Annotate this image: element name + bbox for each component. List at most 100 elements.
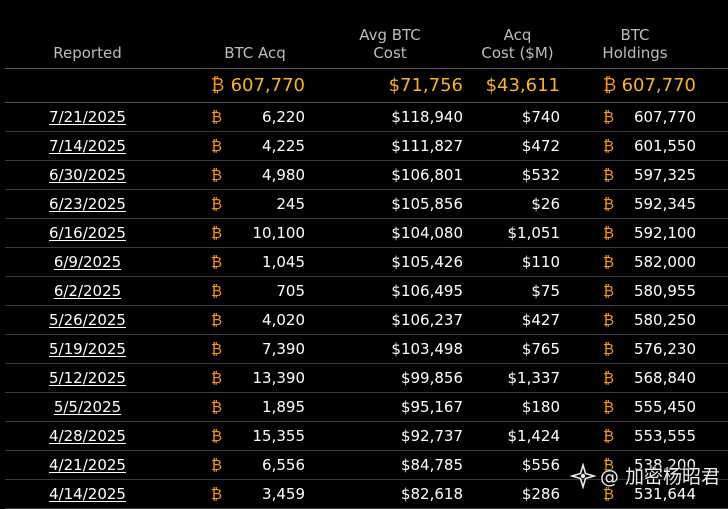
table-row: 5/12/2025 ₿ 13,390 $99,856 $1,337 ₿ 568,… (5, 364, 728, 393)
table-row: 6/30/2025 ₿ 4,980 $106,801 $532 ₿ 597,32… (5, 161, 728, 190)
total-btc-holdings: 607,770 (621, 75, 696, 96)
table-row: 6/2/2025 ₿ 705 $106,495 $75 ₿ 580,955 (5, 277, 728, 306)
table-row: 4/21/2025 ₿ 6,556 $84,785 $556 ₿ 538,200 (5, 451, 728, 480)
bitcoin-icon: ₿ (211, 108, 223, 126)
avg-btc-cost-value: $104,080 (391, 224, 463, 242)
header-btc-acq[interactable]: BTC Acq (224, 44, 286, 62)
header-avg-btc-cost[interactable]: Avg BTC Cost (359, 26, 421, 62)
bitcoin-icon: ₿ (211, 398, 223, 416)
avg-btc-cost-value: $105,426 (391, 253, 463, 271)
btc-holdings-value: 607,770 (633, 108, 696, 126)
avg-btc-cost-value: $103,498 (391, 340, 463, 358)
avg-btc-cost-value: $111,827 (391, 137, 463, 155)
bitcoin-icon: ₿ (603, 282, 615, 300)
btc-acq-value: 4,980 (262, 166, 305, 184)
reported-date-link[interactable]: 5/19/2025 (49, 340, 126, 358)
table-row: 7/21/2025 ₿ 6,220 $118,940 $740 ₿ 607,77… (5, 103, 728, 132)
btc-acq-value: 3,459 (262, 485, 305, 503)
btc-acq-value: 15,355 (252, 427, 306, 445)
btc-holdings-value: 592,100 (633, 224, 696, 242)
bitcoin-icon: ₿ (603, 427, 615, 445)
header-btc-holdings[interactable]: BTC Holdings (602, 26, 668, 62)
bitcoin-icon: ₿ (211, 485, 223, 503)
table-header: Reported BTC Acq Avg BTC Cost Acq Cost (… (5, 0, 728, 69)
btc-holdings-value: 576,230 (633, 340, 696, 358)
btc-acq-value: 1,895 (262, 398, 305, 416)
bitcoin-icon: ₿ (211, 75, 225, 96)
btc-acq-value: 6,556 (262, 456, 305, 474)
avg-btc-cost-value: $105,856 (391, 195, 463, 213)
bitcoin-icon: ₿ (603, 253, 615, 271)
acq-cost-value: $1,051 (507, 224, 561, 242)
btc-holdings-value: 580,250 (633, 311, 696, 329)
header-reported[interactable]: Reported (53, 44, 122, 62)
table-row: 6/23/2025 ₿ 245 $105,856 $26 ₿ 592,345 (5, 190, 728, 219)
btc-acq-value: 13,390 (252, 369, 306, 387)
avg-btc-cost-value: $106,237 (391, 311, 463, 329)
table-row: 4/14/2025 ₿ 3,459 $82,618 $286 ₿ 531,644 (5, 480, 728, 509)
header-acq-cost[interactable]: Acq Cost ($M) (481, 26, 554, 62)
bitcoin-icon: ₿ (211, 427, 223, 445)
watermark: @ 加密杨昭君 (569, 462, 720, 489)
reported-date-link[interactable]: 4/28/2025 (49, 427, 126, 445)
reported-date-link[interactable]: 4/14/2025 (49, 485, 126, 503)
acq-cost-value: $26 (531, 195, 560, 213)
avg-btc-cost-value: $99,856 (400, 369, 463, 387)
btc-acq-value: 4,020 (262, 311, 305, 329)
avg-btc-cost-value: $82,618 (400, 485, 463, 503)
reported-date-link[interactable]: 6/30/2025 (49, 166, 126, 184)
btc-holdings-value: 553,555 (633, 427, 696, 445)
avg-btc-cost-value: $84,785 (400, 456, 463, 474)
bitcoin-icon: ₿ (603, 195, 615, 213)
btc-acq-value: 705 (276, 282, 305, 300)
avg-btc-cost-value: $95,167 (400, 398, 463, 416)
bitcoin-icon: ₿ (603, 108, 615, 126)
reported-date-link[interactable]: 5/12/2025 (49, 369, 126, 387)
btc-holdings-value: 597,325 (633, 166, 696, 184)
watermark-text: @ 加密杨昭君 (599, 466, 720, 488)
table-row: 4/28/2025 ₿ 15,355 $92,737 $1,424 ₿ 553,… (5, 422, 728, 451)
table-row: 6/16/2025 ₿ 10,100 $104,080 $1,051 ₿ 592… (5, 219, 728, 248)
bitcoin-icon: ₿ (211, 137, 223, 155)
bitcoin-icon: ₿ (211, 340, 223, 358)
bitcoin-icon: ₿ (211, 195, 223, 213)
btc-holdings-value: 582,000 (633, 253, 696, 271)
reported-date-link[interactable]: 5/5/2025 (53, 398, 122, 416)
acq-cost-value: $110 (521, 253, 560, 271)
acq-cost-value: $532 (521, 166, 560, 184)
btc-purchases-table: Reported BTC Acq Avg BTC Cost Acq Cost (… (5, 0, 728, 509)
reported-date-link[interactable]: 6/23/2025 (49, 195, 126, 213)
acq-cost-value: $180 (521, 398, 560, 416)
acq-cost-value: $427 (521, 311, 560, 329)
btc-holdings-value: 601,550 (633, 137, 696, 155)
bitcoin-icon: ₿ (211, 311, 223, 329)
table-row: 5/26/2025 ₿ 4,020 $106,237 $427 ₿ 580,25… (5, 306, 728, 335)
reported-date-link[interactable]: 4/21/2025 (49, 456, 126, 474)
btc-holdings-value: 555,450 (633, 398, 696, 416)
reported-date-link[interactable]: 6/2/2025 (53, 282, 122, 300)
acq-cost-value: $740 (521, 108, 560, 126)
acq-cost-value: $472 (521, 137, 560, 155)
bitcoin-icon: ₿ (211, 253, 223, 271)
btc-holdings-value: 568,840 (633, 369, 696, 387)
bitcoin-icon: ₿ (603, 398, 615, 416)
total-btc-acq: 607,770 (230, 75, 305, 96)
bitcoin-icon: ₿ (603, 137, 615, 155)
total-acq-cost: $43,611 (485, 75, 560, 96)
reported-date-link[interactable]: 6/16/2025 (49, 224, 126, 242)
btc-acq-value: 10,100 (252, 224, 306, 242)
reported-date-link[interactable]: 6/9/2025 (53, 253, 122, 271)
acq-cost-value: $556 (521, 456, 560, 474)
bitcoin-icon: ₿ (211, 166, 223, 184)
bitcoin-icon: ₿ (603, 340, 615, 358)
btc-acq-value: 4,225 (262, 137, 305, 155)
bitcoin-icon: ₿ (603, 485, 615, 503)
reported-date-link[interactable]: 7/21/2025 (49, 108, 126, 126)
reported-date-link[interactable]: 7/14/2025 (49, 137, 126, 155)
reported-date-link[interactable]: 5/26/2025 (49, 311, 126, 329)
acq-cost-value: $1,337 (507, 369, 561, 387)
acq-cost-value: $286 (521, 485, 560, 503)
btc-acq-value: 6,220 (262, 108, 305, 126)
totals-row: ₿ 607,770 $71,756 $43,611 ₿ 607,770 (5, 69, 728, 103)
table-row: 7/14/2025 ₿ 4,225 $111,827 $472 ₿ 601,55… (5, 132, 728, 161)
